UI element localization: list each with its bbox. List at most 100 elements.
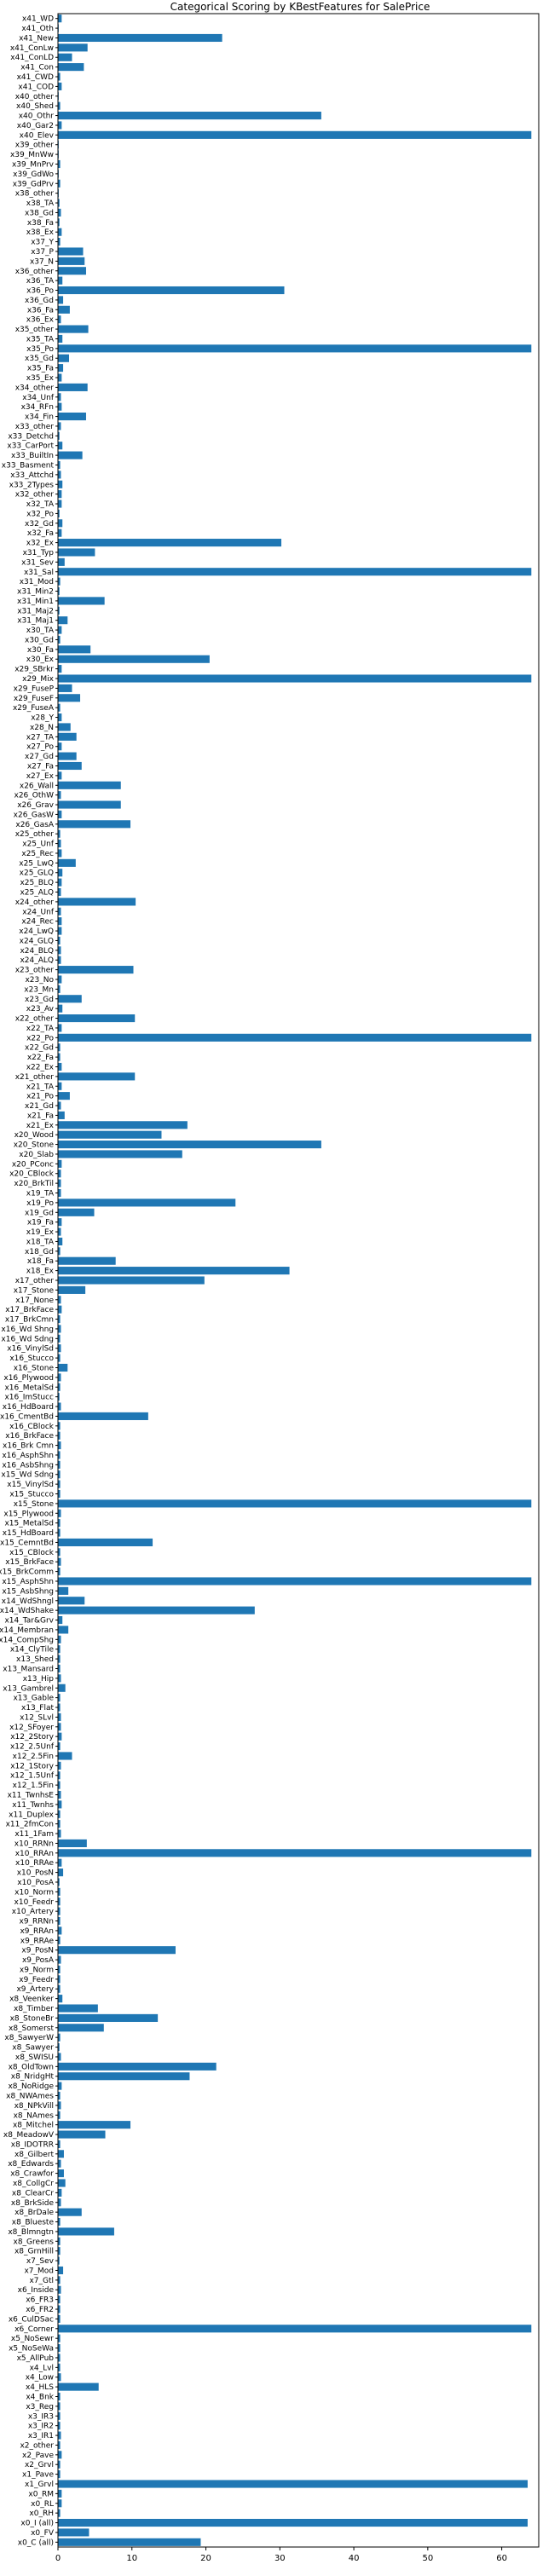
bar-x6-fr3	[58, 2296, 61, 2304]
bar-x17-other	[58, 1276, 205, 1285]
bar-x20-brktil	[58, 1179, 61, 1187]
bar-x9-posn	[58, 1946, 176, 1955]
bar-x8-blueste	[58, 2217, 61, 2227]
bar-x33-2types	[58, 480, 63, 488]
y-tick-label: x0_RM	[28, 2490, 54, 2498]
bar-x33-carport	[58, 442, 63, 450]
y-tick-label: x15_Stone	[14, 1500, 55, 1509]
bar-x41-new	[58, 33, 222, 43]
bar-x8-sawyer	[58, 2043, 60, 2052]
bar-x28-y	[58, 713, 62, 722]
bar-x31-maj1	[58, 616, 68, 625]
bar-x31-typ	[58, 548, 95, 557]
y-tick-label: x24_GLQ	[20, 937, 54, 945]
bar-x31-min2	[58, 586, 60, 596]
y-tick-label: x39_other	[15, 142, 55, 150]
bar-x8-grnhill	[58, 2247, 61, 2255]
bar-x16-asbshng	[58, 1460, 61, 1469]
bar-x33-builtin	[58, 451, 83, 459]
bar-x41-conld	[58, 53, 72, 61]
bar-x10-posa	[58, 1878, 60, 1886]
bar-x8-nwames	[58, 2091, 61, 2100]
chart-title: Categorical Scoring by KBestFeatures for…	[170, 1, 430, 13]
y-tick-label: x8_BrDale	[14, 2209, 54, 2217]
y-tick-label: x27_TA	[26, 733, 55, 742]
bar-x36-ex	[58, 315, 61, 324]
y-tick-label: x15_CBlock	[9, 1549, 55, 1557]
bar-x10-rrnn	[58, 1839, 87, 1847]
y-tick-label: x26_GasA	[15, 821, 54, 829]
y-tick-label: x18_Ex	[26, 1268, 55, 1276]
bar-x36-ta	[58, 276, 63, 285]
bar-x26-othw	[58, 791, 61, 800]
bar-x20-wood	[58, 1130, 162, 1139]
y-tick-label: x32_Fa	[27, 529, 54, 538]
y-tick-label: x4_Low	[26, 2374, 54, 2383]
bar-x25-lwq	[58, 858, 76, 867]
bar-x24-lwq	[58, 927, 62, 935]
bar-x16-hdboard	[58, 1402, 61, 1411]
y-tick-label: x9_PosN	[21, 1947, 54, 1955]
y-tick-label: x6_FR2	[26, 2306, 54, 2314]
bar-x37-n	[58, 257, 85, 265]
bar-x24-other	[58, 898, 136, 906]
y-tick-label: x3_IR1	[28, 2432, 54, 2440]
y-tick-label: x37_Y	[31, 239, 54, 247]
y-tick-label: x41_COD	[18, 83, 54, 91]
y-tick-label: x15_AsphShn	[2, 1578, 54, 1586]
bar-x8-greens	[58, 2237, 61, 2245]
bar-x15-brkcomm	[58, 1568, 61, 1576]
y-tick-label: x6_Corner	[14, 2325, 54, 2334]
y-tick-label: x18_TA	[26, 1238, 55, 1246]
y-tick-label: x34_Fin	[25, 413, 54, 422]
y-tick-label: x21_Po	[26, 1093, 54, 1101]
bar-x15-hdboard	[58, 1528, 61, 1537]
y-tick-label: x40_other	[15, 93, 55, 101]
bar-x9-rrnn	[58, 1916, 61, 1926]
bar-x32-other	[58, 490, 62, 499]
bar-x20-stone	[58, 1141, 321, 1149]
bar-x40-shed	[58, 101, 61, 110]
bar-x36-fa	[58, 305, 70, 314]
y-tick-label: x33_Attchd	[10, 471, 54, 480]
y-tick-label: x0_RL	[31, 2500, 54, 2509]
y-tick-label: x8_NPkVill	[14, 2102, 54, 2111]
bar-x27-fa	[58, 761, 82, 771]
y-tick-label: x20_CBlock	[9, 1170, 55, 1179]
bar-x22-ex	[58, 1062, 62, 1071]
y-tick-label: x35_Po	[26, 345, 54, 354]
bar-x14-wdshngl	[58, 1597, 85, 1605]
y-tick-label: x9_Artery	[16, 1985, 54, 1994]
y-tick-label: x10_Feedr	[14, 1898, 55, 1907]
bar-x14-membran	[58, 1626, 69, 1634]
y-tick-label: x24_Rec	[21, 918, 54, 927]
y-tick-label: x40_Elev	[20, 131, 55, 140]
y-tick-label: x25_other	[15, 830, 55, 839]
bar-x11-twnhs	[58, 1800, 62, 1809]
y-tick-label: x25_LwQ	[19, 859, 54, 868]
y-tick-label: x23_Av	[26, 1005, 55, 1014]
y-tick-label: x36_Ex	[26, 316, 55, 325]
bar-x8-blmngtn	[58, 2227, 114, 2236]
bar-x8-noridge	[58, 2082, 62, 2090]
y-tick-label: x17_BrkCmn	[5, 1316, 54, 1325]
y-tick-label: x15_CemntBd	[0, 1539, 54, 1547]
bar-x31-sal	[58, 568, 532, 576]
bar-x23-other	[58, 966, 134, 974]
bar-x35-po	[58, 344, 532, 353]
bar-x32-po	[58, 509, 60, 517]
bar-x19-fa	[58, 1218, 62, 1227]
y-tick-label: x22_other	[15, 1015, 55, 1024]
bar-x4-low	[58, 2373, 61, 2382]
bar-x30-ta	[58, 626, 62, 634]
bar-x7-sev	[58, 2256, 60, 2265]
y-tick-label: x39_MnPrv	[12, 160, 55, 169]
y-tick-label: x33_other	[15, 423, 55, 431]
y-tick-label: x26_OthW	[14, 792, 55, 800]
y-tick-label: x14_WdShake	[0, 1607, 54, 1615]
y-tick-label: x37_P	[31, 248, 54, 257]
bar-x25-other	[58, 829, 61, 838]
y-tick-label: x22_Po	[26, 1034, 54, 1043]
y-tick-label: x33_Basment	[2, 461, 55, 470]
y-tick-label: x31_Sal	[24, 569, 54, 577]
